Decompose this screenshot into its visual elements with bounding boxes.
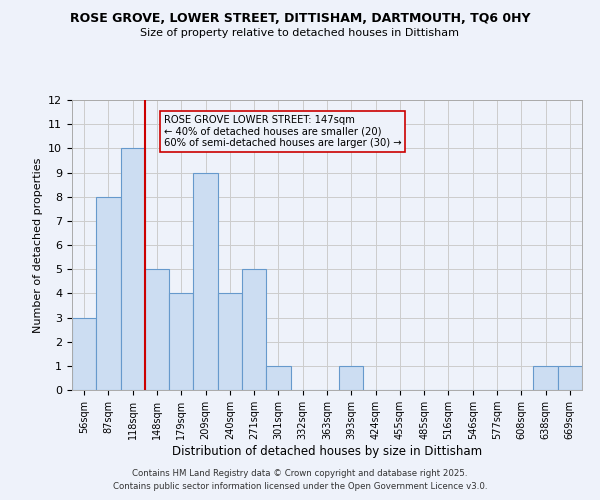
Text: Size of property relative to detached houses in Dittisham: Size of property relative to detached ho… [140, 28, 460, 38]
Bar [72, 318, 96, 390]
Text: Contains public sector information licensed under the Open Government Licence v3: Contains public sector information licen… [113, 482, 487, 491]
Bar [558, 366, 582, 390]
Y-axis label: Number of detached properties: Number of detached properties [32, 158, 43, 332]
Bar [169, 294, 193, 390]
Bar [242, 269, 266, 390]
Bar [339, 366, 364, 390]
Text: ROSE GROVE LOWER STREET: 147sqm
← 40% of detached houses are smaller (20)
60% of: ROSE GROVE LOWER STREET: 147sqm ← 40% of… [164, 114, 401, 148]
Text: ROSE GROVE, LOWER STREET, DITTISHAM, DARTMOUTH, TQ6 0HY: ROSE GROVE, LOWER STREET, DITTISHAM, DAR… [70, 12, 530, 26]
Bar [193, 172, 218, 390]
Bar [145, 269, 169, 390]
Bar [266, 366, 290, 390]
Bar [96, 196, 121, 390]
Bar [218, 294, 242, 390]
Text: Contains HM Land Registry data © Crown copyright and database right 2025.: Contains HM Land Registry data © Crown c… [132, 468, 468, 477]
Bar [121, 148, 145, 390]
X-axis label: Distribution of detached houses by size in Dittisham: Distribution of detached houses by size … [172, 445, 482, 458]
Bar [533, 366, 558, 390]
